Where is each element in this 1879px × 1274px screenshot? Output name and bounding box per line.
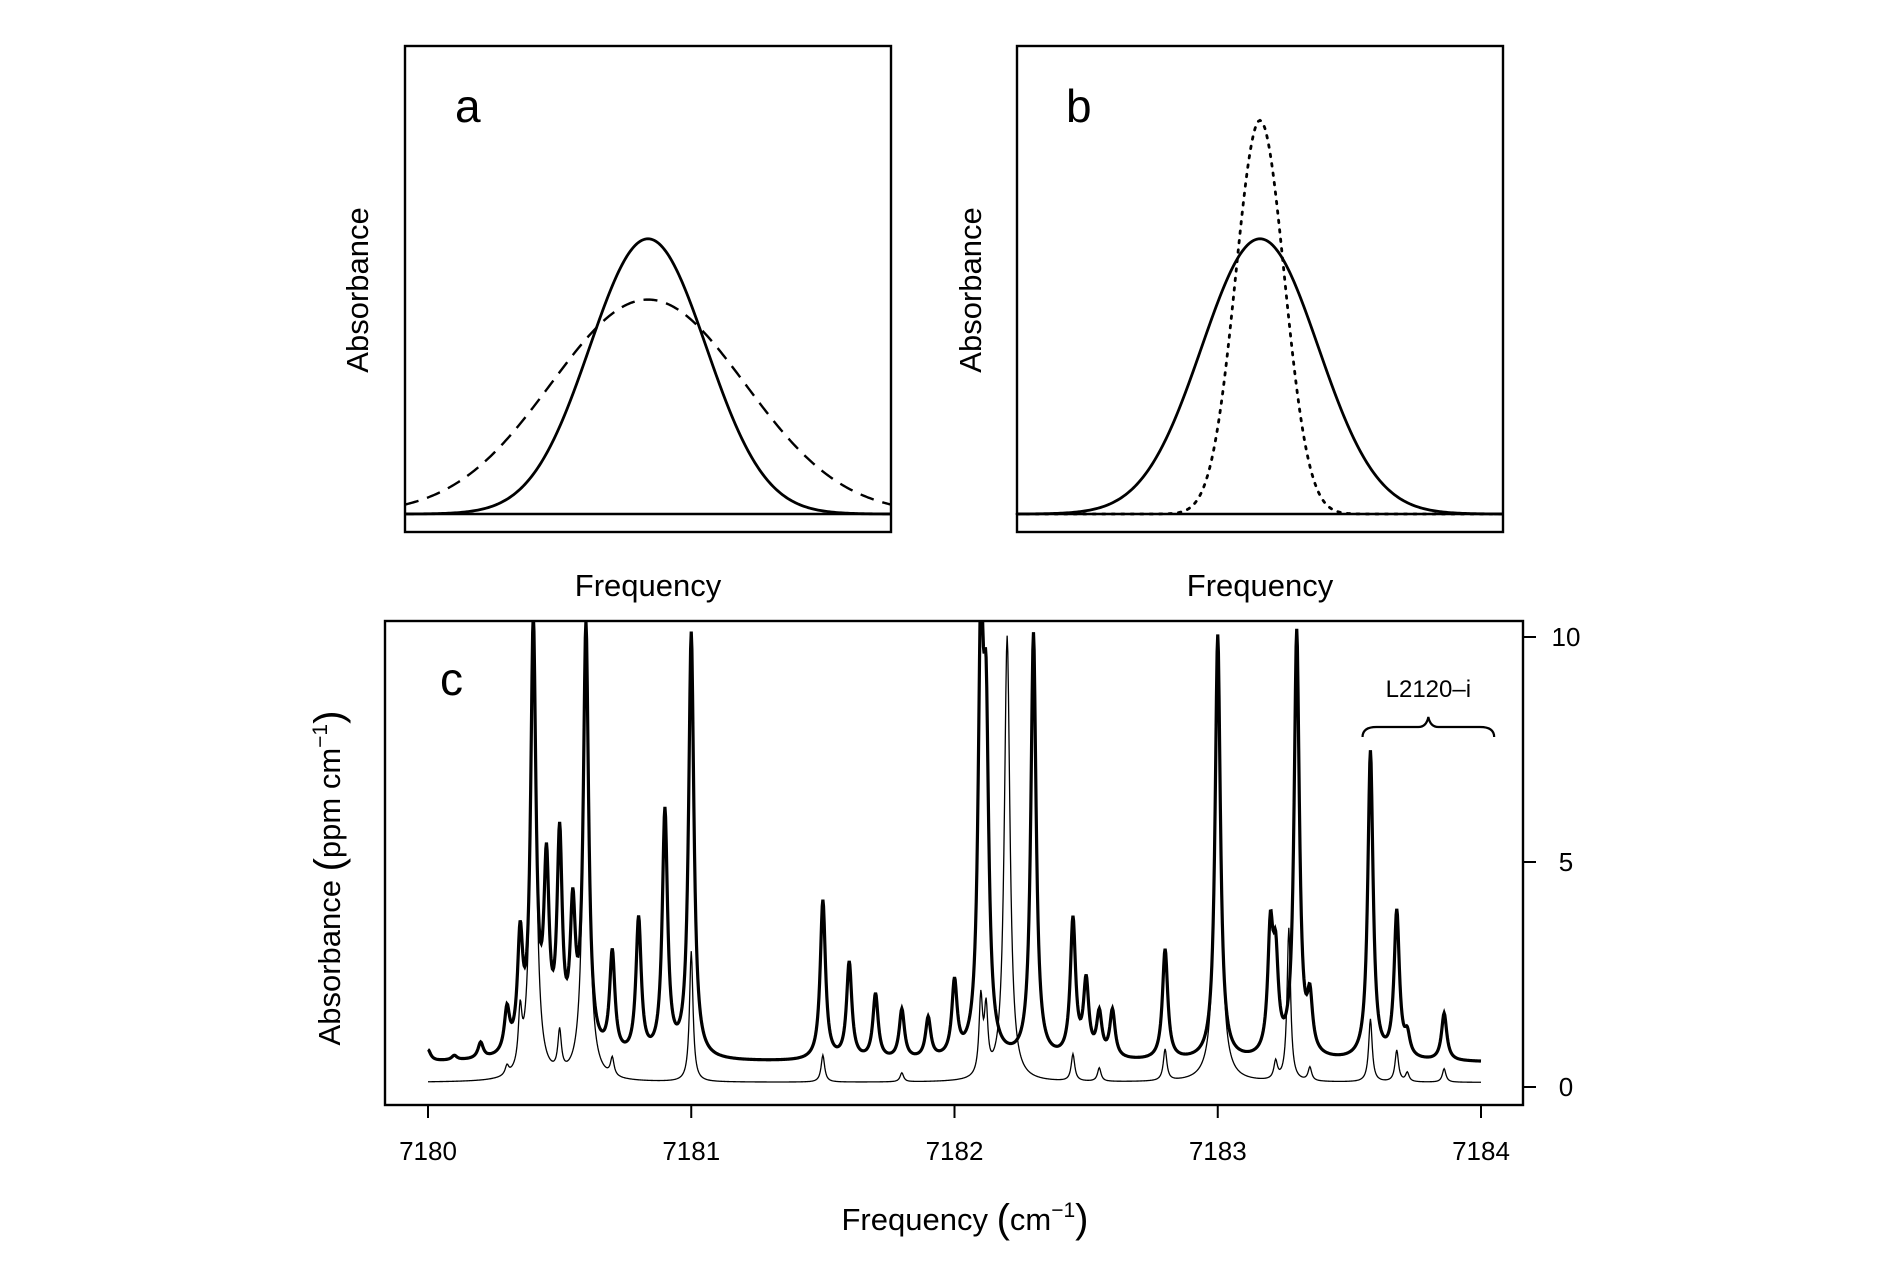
panel-c-ytick-label: 10 — [1552, 622, 1581, 652]
panel-c-ylabel-base: Absorbance — [312, 871, 347, 1045]
panel-b-label: b — [1066, 80, 1092, 132]
panel-c-label: c — [440, 653, 463, 705]
panel-c-ylabel-exp: −1 — [309, 724, 332, 748]
panel-b: b Absorbance Frequency — [953, 44, 1505, 603]
panel-b-solid-curve — [1017, 237, 1503, 516]
panel-c-xlabel: Frequency (cm−1) — [841, 1197, 1088, 1241]
panel-c-bold-trace — [427, 621, 1482, 1063]
panel-b-ylabel: Absorbance — [953, 207, 988, 372]
panel-c-thin-trace — [427, 633, 1481, 1083]
panel-c-ytick-label: 0 — [1559, 1072, 1573, 1102]
panel-a-label: a — [455, 80, 481, 132]
panel-b-xlabel: Frequency — [1187, 568, 1334, 603]
panel-a-ylabel: Absorbance — [340, 207, 375, 372]
panel-a-dashed-curve — [404, 298, 892, 506]
panel-c-xlabel-base: Frequency — [841, 1202, 996, 1237]
panel-c-ylabel-unit: ppm cm — [312, 748, 347, 858]
panel-c-xtick-label: 7183 — [1189, 1136, 1247, 1166]
panel-c-frame — [383, 619, 1525, 1107]
panel-c-xlabel-unit: cm — [1010, 1202, 1051, 1237]
panel-c-y-ticks: 0 5 10 — [1523, 622, 1580, 1102]
panel-c-ytick-label: 5 — [1559, 847, 1573, 877]
panel-c-xtick-label: 7182 — [926, 1136, 984, 1166]
panel-a-xlabel: Frequency — [575, 568, 722, 603]
panel-c: c Absorbance (ppm cm−1) Frequency (cm−1)… — [307, 619, 1580, 1241]
panel-a: a Absorbance Frequency — [340, 44, 893, 603]
panel-b-frame — [1015, 44, 1505, 534]
panel-c-x-ticks: 7180 7181 7182 7183 7184 — [399, 1105, 1510, 1166]
panel-c-annotation-brace — [1361, 716, 1496, 738]
panel-a-solid-curve — [405, 237, 891, 516]
panel-c-annotation-label: L2120–i — [1386, 676, 1471, 703]
panel-a-frame — [403, 44, 893, 534]
panel-b-dotted-curve — [1015, 118, 1505, 516]
panel-c-xlabel-exp: −1 — [1051, 1199, 1075, 1222]
panel-c-xtick-label: 7184 — [1452, 1136, 1510, 1166]
panel-c-xtick-label: 7180 — [399, 1136, 457, 1166]
panel-c-xtick-label: 7181 — [662, 1136, 720, 1166]
panel-c-ylabel: Absorbance (ppm cm−1) — [307, 711, 351, 1046]
